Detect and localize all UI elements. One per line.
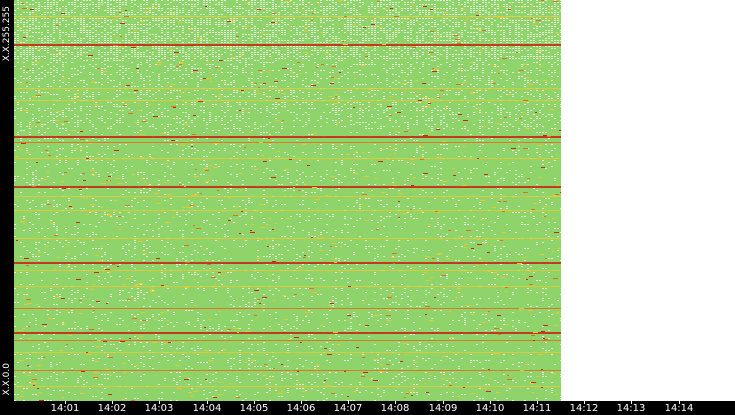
- heatmap-row: [14, 352, 561, 353]
- x-tick: [254, 401, 255, 404]
- y-axis-top-label: X.X.255.255: [2, 6, 12, 62]
- x-tick-label: 14:04: [192, 403, 222, 414]
- x-tick: [584, 401, 585, 404]
- x-tick-label: 14:08: [380, 403, 410, 414]
- x-tick: [537, 401, 538, 404]
- heatmap-row: [14, 308, 561, 309]
- traffic-heatmap: [14, 0, 561, 401]
- heatmap-row: [14, 196, 561, 197]
- x-tick-label: 14:05: [239, 403, 269, 414]
- heatmap-row: [14, 16, 561, 17]
- hot-rows: [14, 16, 561, 387]
- y-axis: X.X.255.255 X.X.0.0: [0, 0, 14, 401]
- x-axis: 14:01 14:02 14:03 14:04 14:05 14:06 14:07 14:08…: [0, 401, 735, 415]
- heatmap-row: [14, 340, 561, 341]
- heatmap-row: [14, 210, 561, 211]
- heatmap-row: [14, 88, 561, 89]
- x-tick-label: 14:13: [616, 403, 646, 414]
- x-tick: [631, 401, 632, 404]
- heatmap-row: [14, 270, 561, 271]
- x-tick-label: 14:12: [569, 403, 599, 414]
- x-tick-label: 14:10: [475, 403, 505, 414]
- x-tick: [443, 401, 444, 404]
- heatmap-row: [14, 136, 561, 138]
- x-tick-label: 14:09: [428, 403, 458, 414]
- x-tick-label: 14:01: [50, 403, 80, 414]
- x-tick: [348, 401, 349, 404]
- x-tick-label: 14:06: [286, 403, 316, 414]
- heatmap-row: [14, 100, 561, 101]
- x-tick: [65, 401, 66, 404]
- x-tick-label: 14:03: [144, 403, 174, 414]
- heatmap-row: [14, 370, 561, 371]
- warm-cells: [15, 0, 561, 401]
- heatmap-row: [14, 332, 561, 334]
- x-tick: [207, 401, 208, 404]
- heatmap-row: [14, 158, 561, 159]
- heatmap-row: [14, 142, 561, 143]
- x-tick: [301, 401, 302, 404]
- heatmap-row: [14, 186, 561, 188]
- x-tick: [679, 401, 680, 404]
- x-tick: [395, 401, 396, 404]
- heatmap-background: [14, 0, 561, 401]
- heatmap-row: [14, 238, 561, 239]
- y-axis-bottom-label: X.X.0.0: [2, 362, 12, 395]
- heatmap-row: [14, 286, 561, 287]
- x-tick: [112, 401, 113, 404]
- x-tick: [490, 401, 491, 404]
- x-tick-label: 14:07: [333, 403, 363, 414]
- heatmap-row: [14, 386, 561, 387]
- x-tick-label: 14:02: [97, 403, 127, 414]
- heatmap-row: [14, 262, 561, 264]
- x-tick-label: 14:11: [522, 403, 552, 414]
- heatmap-row: [14, 44, 561, 46]
- x-tick: [159, 401, 160, 404]
- x-tick-label: 14:14: [664, 403, 694, 414]
